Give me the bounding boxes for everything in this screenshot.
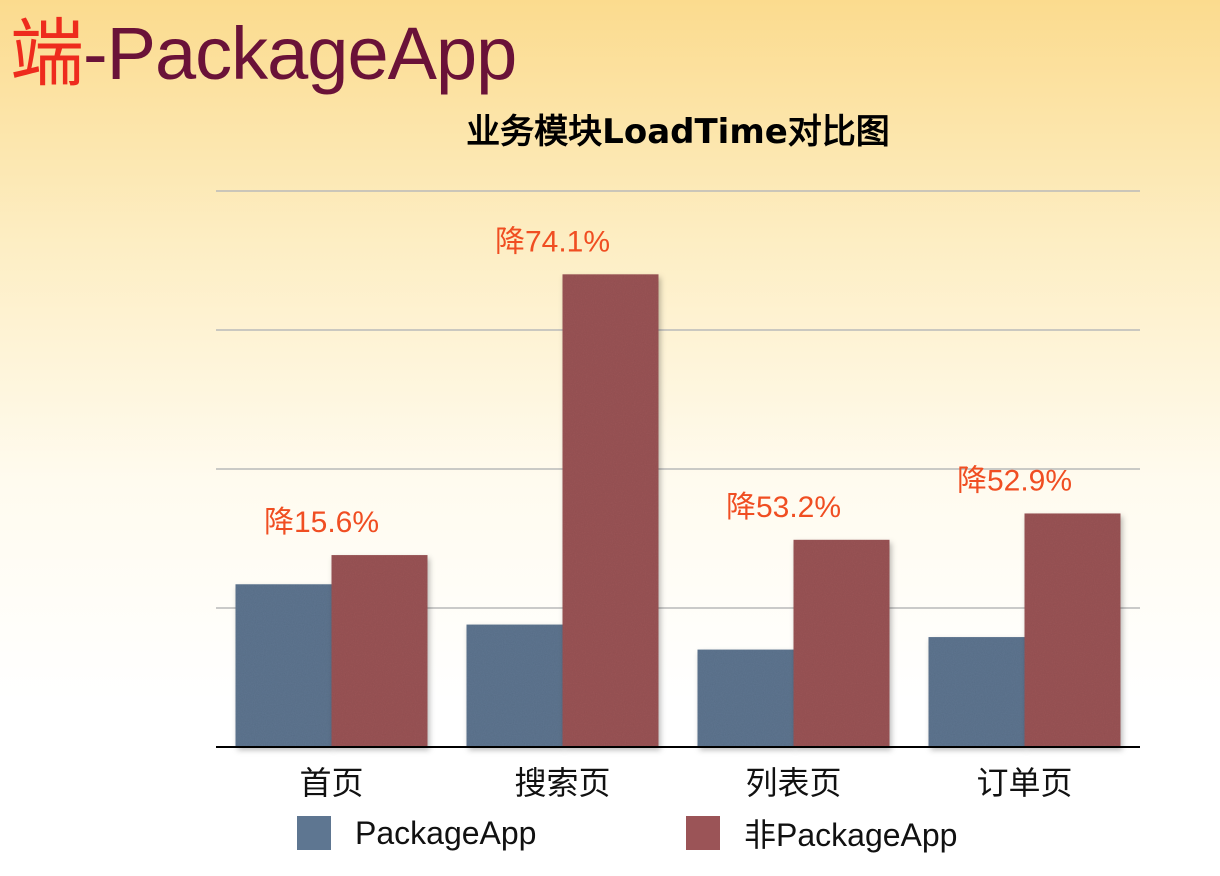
annotations: 降15.6% 降74.1% 降53.2% 降52.9% — [264, 225, 1072, 539]
slide-title-text: -PackageApp — [83, 12, 517, 95]
legend-swatch-series-2 — [686, 816, 720, 850]
slide-title-prefix: 端 — [10, 12, 84, 95]
bar-texture — [1024, 513, 1121, 747]
legend-item-series-2: 非PackageApp — [686, 808, 957, 858]
category-label: 搜索页 — [514, 764, 610, 802]
bar-texture — [697, 649, 794, 747]
bars — [235, 274, 1121, 747]
legend-item-series-1: PackageApp — [297, 808, 536, 858]
category-label: 首页 — [299, 764, 363, 802]
category-label: 列表页 — [745, 764, 841, 802]
bar-texture — [928, 637, 1025, 747]
bar-texture — [793, 539, 890, 747]
annotation-label: 降53.2% — [726, 491, 841, 524]
bar-chart: 业务模块LoadTime对比图 降15.6% 降74.1% 降53.2% 降52.9%… — [216, 112, 1140, 802]
slide-title: 端-PackageApp — [10, 6, 517, 102]
bar-texture — [235, 584, 332, 747]
annotation-label: 降74.1% — [495, 225, 610, 258]
gridlines — [216, 190, 1140, 609]
legend-label-series-2: 非PackageApp — [744, 817, 958, 853]
annotation-label: 降15.6% — [264, 506, 379, 539]
category-label: 订单页 — [976, 764, 1072, 802]
legend-label-series-1: PackageApp — [355, 814, 537, 851]
bar-texture — [562, 274, 659, 747]
legend: PackageApp 非PackageApp — [0, 808, 1220, 858]
annotation-label: 降52.9% — [957, 464, 1072, 497]
chart-title: 业务模块LoadTime对比图 — [466, 112, 890, 152]
legend-swatch-series-1 — [297, 816, 331, 850]
bar-texture — [466, 624, 563, 747]
bar-texture — [331, 555, 428, 747]
category-labels: 首页 搜索页 列表页 订单页 — [299, 764, 1072, 802]
